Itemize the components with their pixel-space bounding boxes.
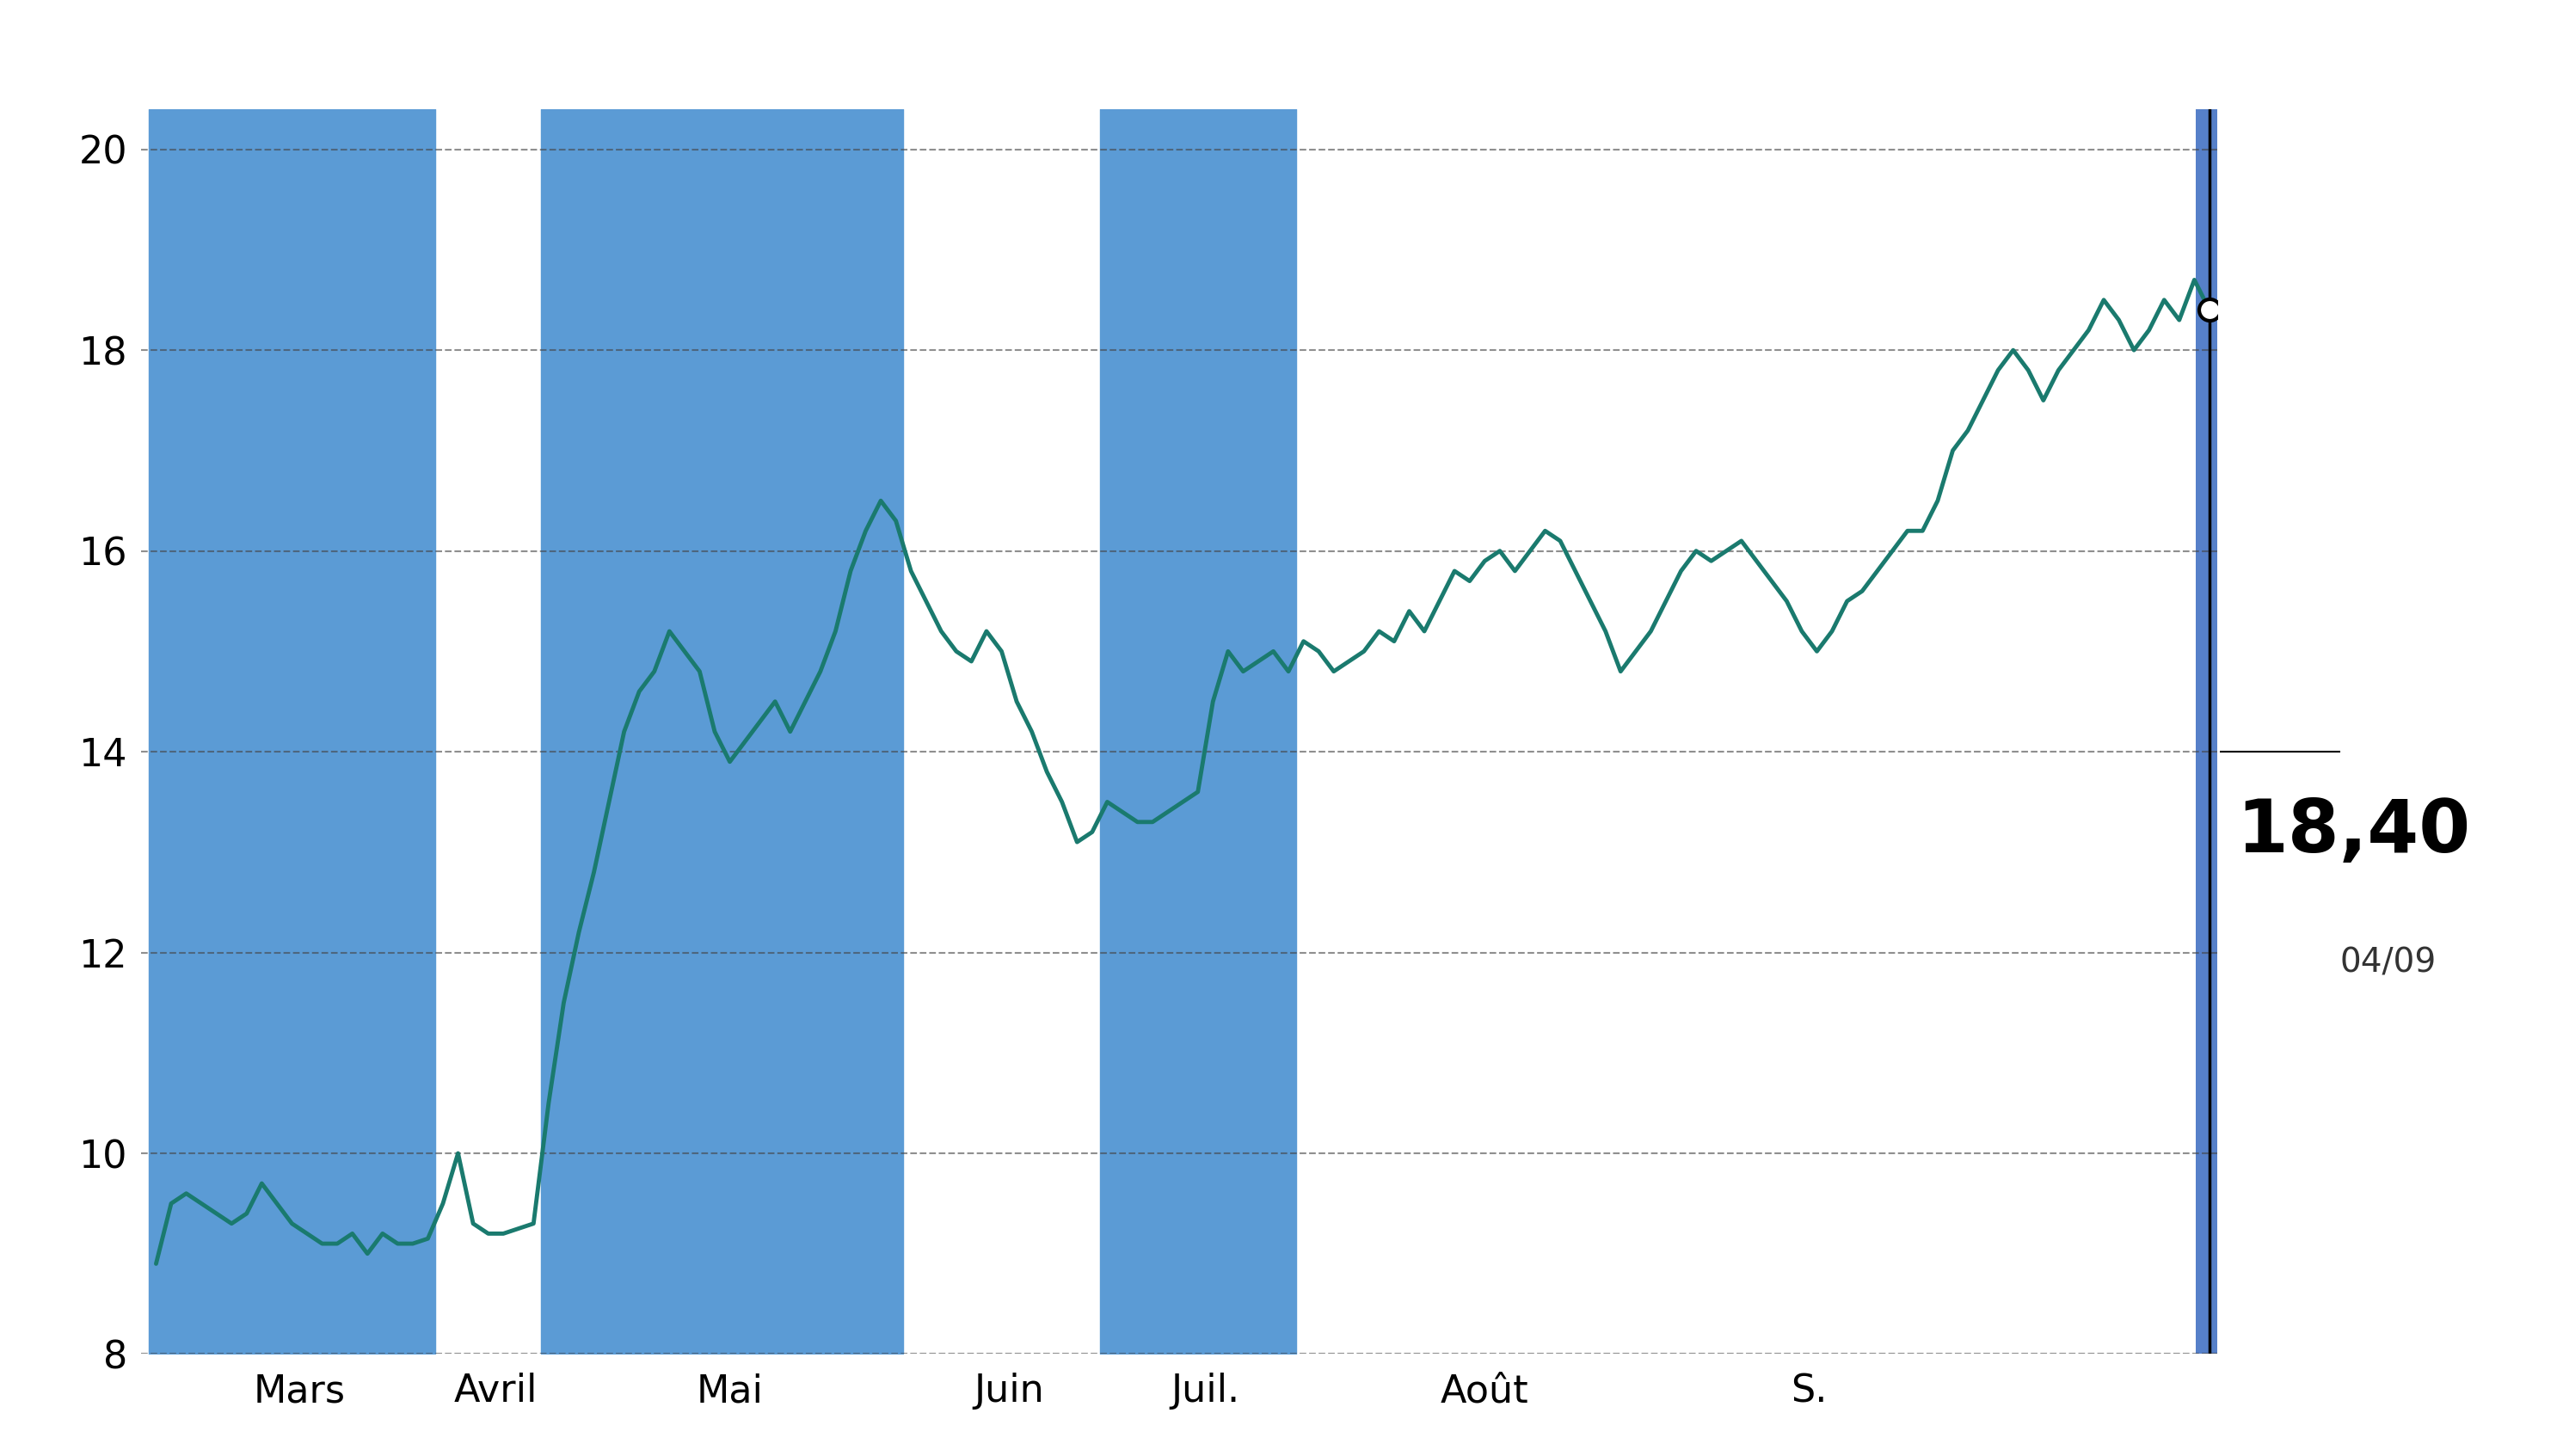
Text: 04/09: 04/09 [2340,946,2437,978]
Text: 18,40: 18,40 [2237,796,2471,868]
Bar [2196,109,2222,1354]
Text: MEDINCELL: MEDINCELL [1007,6,1556,89]
